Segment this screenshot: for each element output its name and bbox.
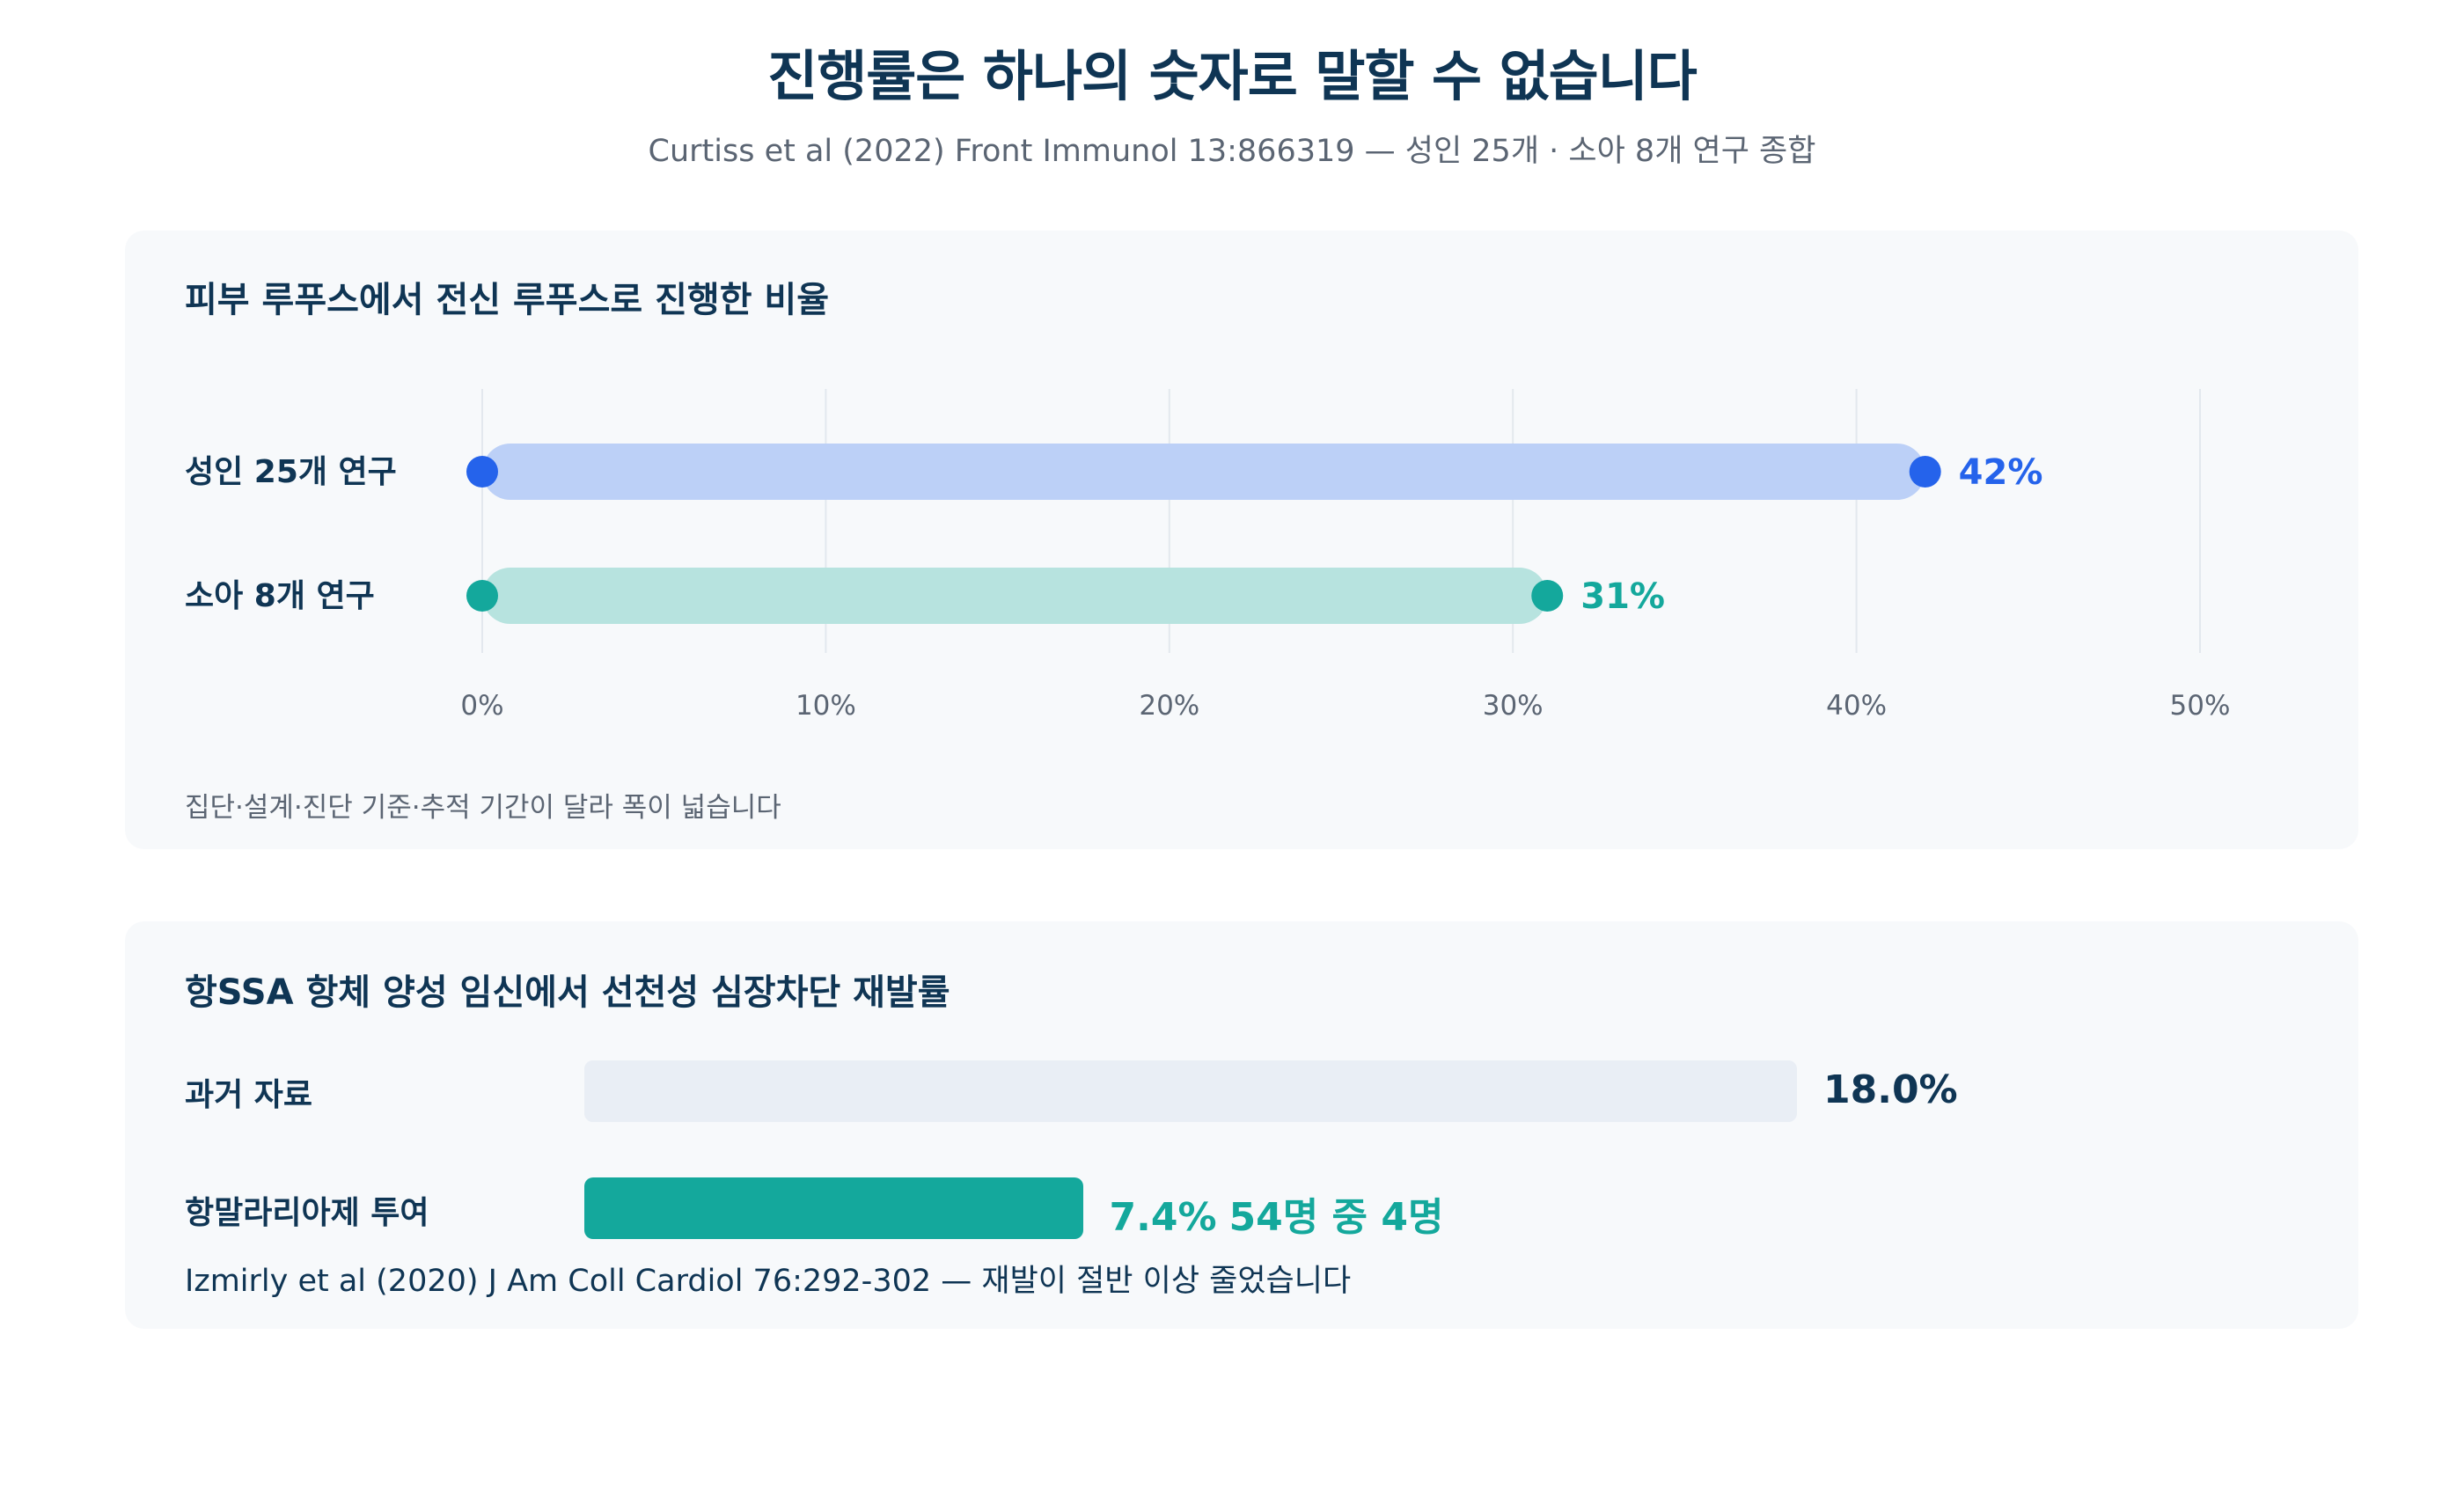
chart-title: 피부 루푸스에서 전신 루푸스로 진행한 비율 <box>185 280 830 320</box>
page-subtitle: Curtiss et al (2022) Front Immunol 13:86… <box>648 134 1816 169</box>
category-label: 성인 25개 연구 <box>185 454 397 490</box>
x-tick-label: 10% <box>796 690 856 722</box>
bar-track <box>584 1177 1797 1239</box>
value-detail: 54명 중 4명 <box>1228 1195 1444 1240</box>
source-note: Izmirly et al (2020) J Am Coll Cardiol 7… <box>185 1264 1352 1299</box>
x-tick-label: 40% <box>1826 690 1887 722</box>
data-label: 42% <box>1959 452 2043 493</box>
end-point <box>1909 456 1941 488</box>
bar-track <box>584 1060 1797 1122</box>
x-tick-label: 50% <box>2170 690 2231 722</box>
value-percent: 18.0% <box>1823 1067 1958 1112</box>
bar <box>584 1177 1083 1239</box>
start-point <box>466 580 498 612</box>
chart-title: 항SSA 항체 양성 임신에서 선천성 심장차단 재발률 <box>185 972 950 1013</box>
range-bar <box>482 568 1548 624</box>
range-bar <box>482 444 1925 500</box>
x-tick-label: 20% <box>1139 690 1199 722</box>
value-label: 7.4% 54명 중 4명 <box>1110 1185 1444 1242</box>
recurrence-card: 항SSA 항체 양성 임신에서 선천성 심장차단 재발률 과거 자료 18.0%… <box>125 921 2358 1329</box>
category-label: 과거 자료 <box>185 1077 313 1113</box>
category-label: 소아 8개 연구 <box>185 578 375 614</box>
data-label: 31% <box>1580 576 1665 617</box>
bar <box>584 1060 1797 1122</box>
value-percent: 7.4% <box>1109 1195 1217 1240</box>
chart-note: 집단·설계·진단 기준·추적 기간이 달라 폭이 넓습니다 <box>185 792 781 824</box>
progression-chart: 0% 10% 20% 30% 40% 50% 성인 25개 연구 42% 소아 8개 연구 31% <box>185 389 2231 722</box>
category-label: 항말라리아제 투여 <box>185 1195 429 1231</box>
end-point <box>1531 580 1564 612</box>
x-tick-label: 0% <box>460 690 503 722</box>
value-label: 18.0% <box>1823 1067 1958 1112</box>
page-title: 진행률은 하나의 숫자로 말할 수 없습니다 <box>767 44 1698 108</box>
progression-chart-card: 피부 루푸스에서 전신 루푸스로 진행한 비율 0% 10% 20% 30% 40% 50… <box>125 231 2358 849</box>
x-tick-label: 30% <box>1483 690 1544 722</box>
start-point <box>466 456 498 488</box>
